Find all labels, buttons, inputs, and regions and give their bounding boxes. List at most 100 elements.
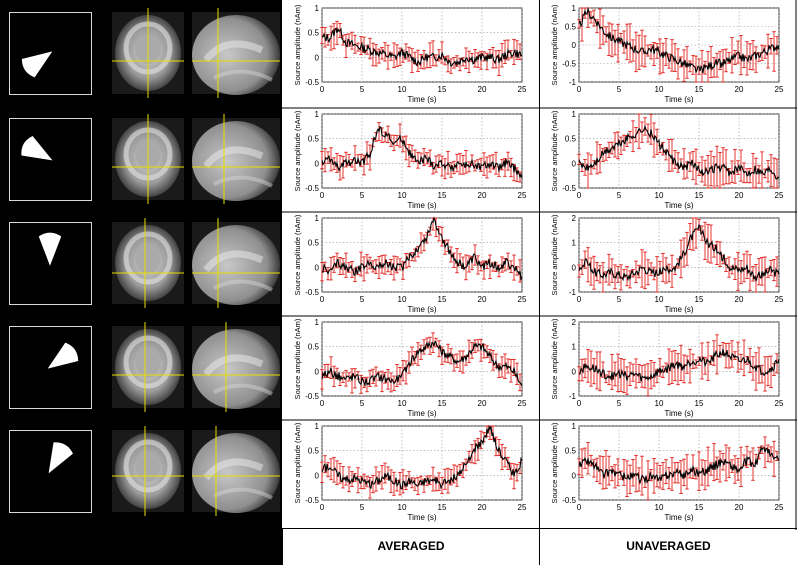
x-tick-label: 15 <box>695 191 704 200</box>
y-tick-label: 1 <box>572 239 577 248</box>
y-tick-label: 1 <box>315 422 320 431</box>
y-tick-label: 0 <box>572 367 577 376</box>
y-tick-label: 0.5 <box>308 29 320 38</box>
x-tick-label: 5 <box>617 503 622 512</box>
stimulus-icon-box <box>9 222 92 305</box>
x-tick-label: 25 <box>518 399 527 408</box>
series-line <box>578 6 780 74</box>
y-tick-label: 0 <box>572 41 577 50</box>
y-tick-label: -1 <box>569 78 577 87</box>
x-tick-label: 0 <box>320 503 325 512</box>
y-tick-label: -0.5 <box>305 288 319 297</box>
x-tick-label: 0 <box>320 295 325 304</box>
x-axis-label: Time (s) <box>664 95 693 104</box>
cone-wedge-shape <box>48 442 73 474</box>
series-line <box>321 216 523 281</box>
x-tick-label: 0 <box>577 399 582 408</box>
cone-wedge-shape <box>21 51 53 78</box>
y-axis-label: Source amplitude (nAm) <box>293 4 302 85</box>
x-tick-label: 25 <box>518 85 527 94</box>
sagittal-slice <box>192 15 280 95</box>
y-axis-label: Source amplitude (nAm) <box>550 214 559 295</box>
x-axis-label: Time (s) <box>664 409 693 418</box>
y-tick-label: 2 <box>572 318 577 327</box>
x-tick-label: 5 <box>617 399 622 408</box>
y-tick-label: 1 <box>572 343 577 352</box>
chart-row1-unaveraged: 0 5 10 15 20 25 -1 -0.5 0 0.5 1 Time (s) Source ampl… <box>550 4 784 104</box>
y-tick-label: -0.5 <box>562 60 576 69</box>
cerebellum-shape <box>213 487 273 500</box>
x-tick-label: 5 <box>617 85 622 94</box>
x-tick-label: 20 <box>735 191 744 200</box>
y-axis-label: Source amplitude (nAm) <box>550 110 559 191</box>
x-tick-label: 25 <box>518 191 527 200</box>
cone-stimulus-icon <box>47 342 79 369</box>
x-tick-label: 0 <box>577 85 582 94</box>
coronal-core <box>136 246 160 274</box>
x-tick-label: 25 <box>518 295 527 304</box>
x-axis-label: Time (s) <box>664 305 693 314</box>
series-line <box>321 125 523 179</box>
y-tick-label: 0.5 <box>308 447 320 456</box>
sagittal-slice <box>192 329 280 409</box>
x-tick-label: 15 <box>438 191 447 200</box>
x-axis-label: Time (s) <box>664 201 693 210</box>
x-tick-label: 20 <box>478 295 487 304</box>
x-tick-label: 10 <box>398 399 407 408</box>
x-tick-label: 5 <box>617 295 622 304</box>
series-line <box>578 445 780 485</box>
cone-stimulus-icon <box>48 442 73 474</box>
x-tick-label: 15 <box>438 399 447 408</box>
y-tick-label: 1 <box>315 318 320 327</box>
series-line <box>321 424 523 490</box>
corpus-callosum <box>203 146 264 169</box>
stimulus-icon-box <box>9 326 92 409</box>
y-tick-label: -0.5 <box>305 392 319 401</box>
y-axis-label: Source amplitude (nAm) <box>550 318 559 399</box>
y-tick-label: 0.5 <box>308 343 320 352</box>
y-tick-label: -0.5 <box>562 496 576 505</box>
plot-area <box>321 113 523 189</box>
sagittal-slice <box>192 121 280 201</box>
y-axis-label: Source amplitude (nAm) <box>293 422 302 503</box>
x-tick-label: 10 <box>655 295 664 304</box>
cone-wedge-shape <box>21 136 53 161</box>
y-tick-label: 0 <box>315 159 320 168</box>
y-tick-label: -0.5 <box>305 78 319 87</box>
cone-wedge-shape <box>47 342 79 369</box>
x-tick-label: 20 <box>478 85 487 94</box>
cone-wedge-shape <box>38 232 62 266</box>
y-tick-label: 1 <box>572 110 577 119</box>
y-tick-label: 0 <box>572 263 577 272</box>
x-tick-label: 20 <box>735 503 744 512</box>
y-tick-label: 0.5 <box>565 23 577 32</box>
mri-row <box>112 8 280 98</box>
x-tick-label: 0 <box>320 399 325 408</box>
x-axis-label: Time (s) <box>407 201 436 210</box>
y-tick-label: 1 <box>315 110 320 119</box>
x-tick-label: 20 <box>735 85 744 94</box>
x-tick-label: 25 <box>775 85 784 94</box>
cone-stimulus-icon <box>21 51 53 78</box>
mri-row <box>112 426 280 516</box>
x-tick-label: 15 <box>695 85 704 94</box>
x-tick-label: 10 <box>398 85 407 94</box>
series-line <box>578 124 780 180</box>
x-tick-label: 10 <box>655 85 664 94</box>
cerebellum-shape <box>213 279 273 292</box>
mri-row <box>112 114 280 204</box>
x-tick-label: 25 <box>775 295 784 304</box>
y-axis-label: Source amplitude (nAm) <box>550 4 559 85</box>
stimulus-icon-box <box>9 12 92 95</box>
stimulus-icon-box <box>9 118 92 201</box>
x-axis-label: Time (s) <box>407 305 436 314</box>
y-tick-label: 0 <box>572 471 577 480</box>
